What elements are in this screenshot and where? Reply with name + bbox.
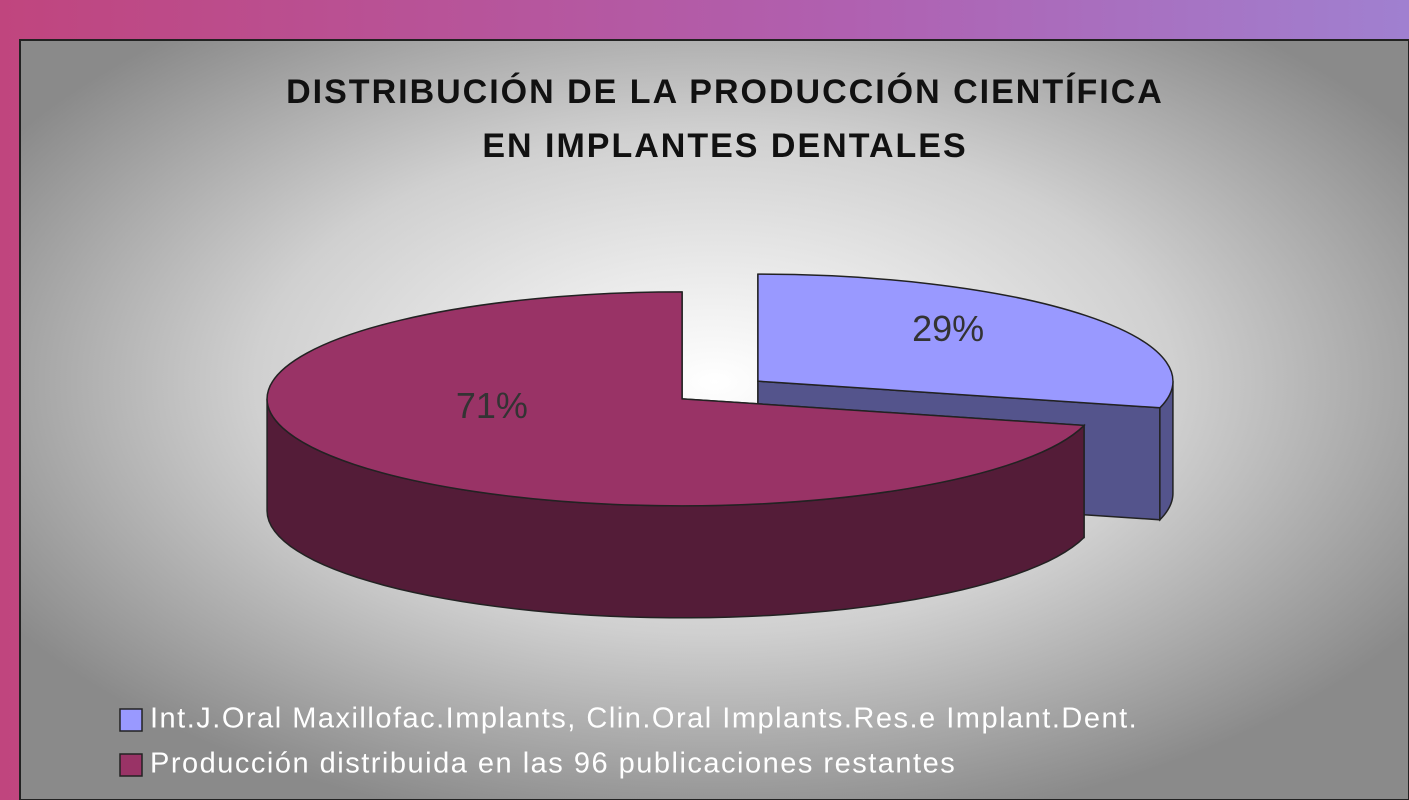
legend-swatch [119, 708, 143, 732]
chart-title: DISTRIBUCIÓN DE LA PRODUCCIÓN CIENTÍFICA [286, 73, 1164, 111]
data-label: 71% [456, 385, 528, 426]
chart-title: EN IMPLANTES DENTALES [482, 127, 967, 165]
data-label: 29% [912, 308, 984, 349]
slice [266, 291, 1086, 507]
legend-swatch [119, 753, 143, 777]
legend-label: Int.J.Oral Maxillofac.Implants, Clin.Ora… [150, 703, 1138, 735]
legend: Int.J.Oral Maxillofac.Implants, Clin.Ora… [119, 703, 1138, 780]
slice [757, 273, 1174, 409]
pie: 29% 71% [266, 273, 1174, 619]
legend-label: Producción distribuida en las 96 publica… [150, 748, 956, 780]
